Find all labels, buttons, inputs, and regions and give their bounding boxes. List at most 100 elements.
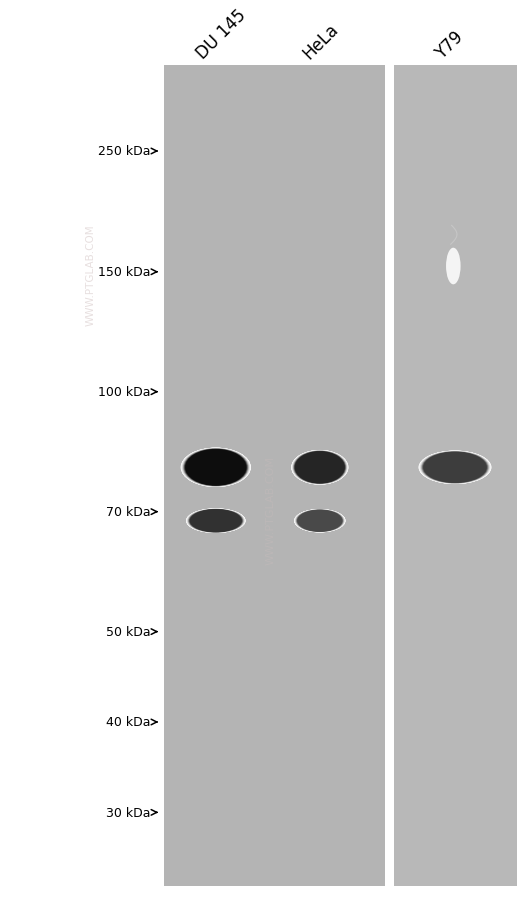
Ellipse shape — [298, 511, 342, 531]
Ellipse shape — [295, 510, 344, 532]
Ellipse shape — [420, 452, 490, 484]
Ellipse shape — [186, 450, 246, 485]
Ellipse shape — [187, 509, 245, 533]
Ellipse shape — [187, 509, 245, 533]
Ellipse shape — [297, 511, 343, 532]
Ellipse shape — [420, 451, 490, 484]
Ellipse shape — [187, 509, 244, 533]
Ellipse shape — [190, 510, 241, 532]
Ellipse shape — [293, 451, 347, 484]
Ellipse shape — [292, 451, 347, 484]
Ellipse shape — [186, 509, 245, 533]
Ellipse shape — [297, 511, 343, 532]
Ellipse shape — [181, 448, 250, 487]
Ellipse shape — [183, 449, 249, 486]
Ellipse shape — [421, 452, 489, 483]
Ellipse shape — [184, 449, 248, 486]
Ellipse shape — [294, 510, 346, 533]
Ellipse shape — [421, 452, 489, 483]
Ellipse shape — [422, 452, 488, 483]
Ellipse shape — [189, 510, 242, 532]
Ellipse shape — [419, 451, 491, 484]
Ellipse shape — [421, 452, 490, 484]
Ellipse shape — [295, 510, 344, 532]
Ellipse shape — [185, 450, 246, 486]
Ellipse shape — [293, 451, 347, 484]
Ellipse shape — [189, 510, 243, 532]
Text: HeLa: HeLa — [300, 21, 342, 63]
Ellipse shape — [187, 509, 244, 533]
Ellipse shape — [295, 452, 345, 483]
Ellipse shape — [183, 448, 249, 487]
Ellipse shape — [294, 452, 346, 484]
Ellipse shape — [181, 448, 251, 487]
Ellipse shape — [291, 450, 348, 485]
Ellipse shape — [181, 448, 250, 487]
Ellipse shape — [293, 451, 346, 484]
Ellipse shape — [422, 452, 488, 483]
Ellipse shape — [186, 509, 245, 533]
Ellipse shape — [298, 511, 342, 531]
Ellipse shape — [297, 511, 342, 532]
Ellipse shape — [187, 509, 244, 533]
Ellipse shape — [296, 511, 343, 532]
Text: WWW.PTGLAB.COM: WWW.PTGLAB.COM — [86, 224, 96, 326]
Ellipse shape — [181, 448, 250, 487]
Ellipse shape — [295, 510, 344, 532]
Ellipse shape — [183, 449, 249, 486]
Ellipse shape — [423, 453, 487, 483]
Ellipse shape — [189, 510, 243, 533]
Ellipse shape — [295, 452, 344, 483]
Ellipse shape — [297, 511, 342, 532]
Ellipse shape — [424, 453, 486, 483]
Ellipse shape — [186, 509, 245, 533]
Ellipse shape — [294, 452, 345, 483]
Ellipse shape — [185, 450, 246, 486]
Ellipse shape — [297, 511, 342, 532]
Ellipse shape — [297, 511, 342, 532]
Ellipse shape — [189, 510, 242, 532]
Ellipse shape — [420, 451, 490, 484]
Text: 150 kDa: 150 kDa — [98, 266, 151, 279]
Ellipse shape — [292, 451, 348, 484]
Ellipse shape — [185, 449, 247, 486]
Ellipse shape — [182, 448, 250, 487]
Ellipse shape — [190, 510, 241, 532]
Ellipse shape — [190, 510, 242, 532]
Ellipse shape — [292, 451, 347, 484]
Ellipse shape — [294, 510, 345, 533]
Ellipse shape — [184, 449, 248, 486]
Ellipse shape — [294, 452, 346, 484]
Ellipse shape — [190, 510, 242, 532]
Ellipse shape — [296, 510, 344, 532]
Ellipse shape — [188, 510, 243, 533]
Ellipse shape — [422, 452, 488, 483]
Ellipse shape — [185, 449, 247, 486]
Ellipse shape — [423, 452, 487, 483]
Ellipse shape — [186, 450, 245, 485]
Ellipse shape — [297, 511, 343, 532]
Ellipse shape — [293, 451, 347, 484]
Ellipse shape — [298, 511, 342, 531]
Ellipse shape — [189, 510, 243, 533]
Ellipse shape — [423, 452, 487, 483]
Ellipse shape — [291, 450, 348, 485]
Ellipse shape — [183, 449, 249, 487]
Ellipse shape — [422, 452, 488, 483]
Ellipse shape — [423, 453, 487, 483]
Ellipse shape — [295, 510, 345, 532]
Ellipse shape — [295, 510, 344, 532]
Ellipse shape — [185, 449, 247, 486]
Ellipse shape — [294, 452, 345, 483]
Text: 250 kDa: 250 kDa — [98, 145, 151, 159]
Ellipse shape — [295, 510, 344, 532]
Ellipse shape — [294, 510, 345, 533]
Ellipse shape — [295, 452, 344, 483]
Ellipse shape — [424, 453, 486, 483]
Ellipse shape — [419, 451, 491, 484]
Ellipse shape — [181, 448, 251, 487]
Ellipse shape — [189, 510, 242, 532]
Ellipse shape — [297, 511, 343, 532]
Ellipse shape — [185, 449, 247, 486]
Ellipse shape — [297, 511, 342, 532]
